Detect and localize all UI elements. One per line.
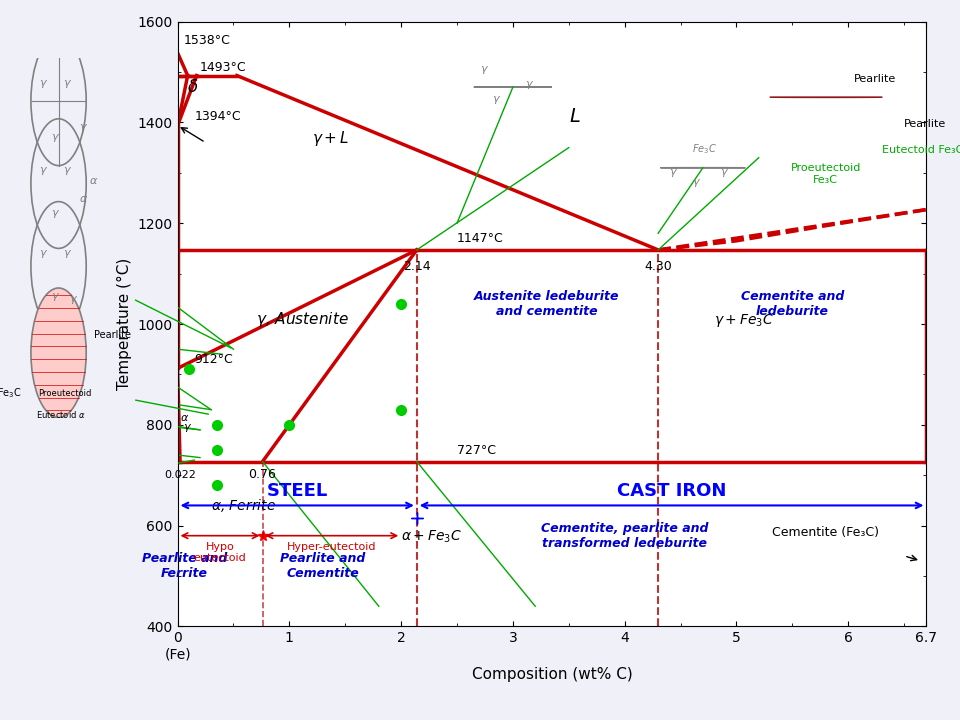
- Text: Hypo
eutectoid: Hypo eutectoid: [194, 541, 247, 563]
- Text: $\gamma$: $\gamma$: [38, 78, 48, 91]
- Text: 2.14: 2.14: [403, 260, 431, 273]
- Text: Cementite and
ledeburite: Cementite and ledeburite: [740, 290, 844, 318]
- Text: 1538°C: 1538°C: [183, 35, 230, 48]
- Text: $L$: $L$: [568, 107, 581, 127]
- Text: Cementite, pearlite and
transformed ledeburite: Cementite, pearlite and transformed lede…: [540, 522, 708, 549]
- Text: 1394°C: 1394°C: [194, 110, 241, 123]
- Text: 727°C: 727°C: [457, 444, 496, 457]
- Text: $\gamma + L$: $\gamma + L$: [312, 129, 349, 148]
- Text: $\gamma$: $\gamma$: [720, 167, 729, 179]
- Text: $\gamma$: $\gamma$: [38, 248, 48, 260]
- Text: $\gamma$: $\gamma$: [79, 122, 87, 134]
- Text: $\gamma$: $\gamma$: [38, 165, 48, 177]
- Text: 1147°C: 1147°C: [457, 233, 504, 246]
- Text: $\gamma$: $\gamma$: [69, 294, 79, 307]
- Y-axis label: Temperature (°C): Temperature (°C): [117, 258, 132, 390]
- Text: $Fe_3C$: $Fe_3C$: [692, 143, 717, 156]
- Text: CAST IRON: CAST IRON: [617, 482, 727, 500]
- Text: $\gamma$: $\gamma$: [492, 94, 501, 107]
- Text: Pearlite: Pearlite: [853, 74, 896, 84]
- Text: $\gamma + Fe_3C$: $\gamma + Fe_3C$: [714, 312, 774, 329]
- Text: $\gamma$: $\gamma$: [51, 291, 60, 303]
- Text: Pearlite: Pearlite: [94, 330, 131, 341]
- Text: Proeutectoid: Proeutectoid: [38, 389, 92, 398]
- Text: Fe$_3$C: Fe$_3$C: [0, 386, 22, 400]
- Text: Hyper-eutectoid: Hyper-eutectoid: [287, 541, 376, 552]
- Text: $\gamma$: $\gamma$: [63, 165, 72, 177]
- Text: $\alpha$: $\alpha$: [79, 194, 87, 204]
- Text: $\alpha$: $\alpha$: [180, 413, 189, 423]
- Text: Eutectoid Fe₃C: Eutectoid Fe₃C: [881, 145, 960, 155]
- Text: $\gamma$, Austenite: $\gamma$, Austenite: [255, 310, 348, 329]
- Text: 4.30: 4.30: [644, 260, 672, 273]
- Text: $\gamma$: $\gamma$: [51, 132, 60, 145]
- Text: Cementite (Fe₃C): Cementite (Fe₃C): [772, 526, 879, 539]
- Text: Pearlite and
Ferrite: Pearlite and Ferrite: [142, 552, 227, 580]
- Text: $\gamma$: $\gamma$: [63, 78, 72, 91]
- Text: Proeutectoid
Fe₃C: Proeutectoid Fe₃C: [791, 163, 861, 185]
- Text: 0.022: 0.022: [164, 469, 196, 480]
- Text: $\alpha + Fe_3C$: $\alpha + Fe_3C$: [401, 528, 462, 545]
- Text: 0.76: 0.76: [249, 468, 276, 481]
- Text: Pearlite and
Cementite: Pearlite and Cementite: [280, 552, 366, 580]
- Text: Pearlite: Pearlite: [904, 120, 947, 130]
- Text: $\gamma$: $\gamma$: [669, 167, 679, 179]
- Text: $\delta$: $\delta$: [186, 78, 198, 96]
- Text: $\alpha$: $\alpha$: [89, 176, 99, 186]
- X-axis label: Composition (wt% C): Composition (wt% C): [471, 667, 633, 682]
- Text: $\alpha$, Ferrite: $\alpha$, Ferrite: [211, 498, 276, 515]
- Text: $\gamma$: $\gamma$: [63, 248, 72, 260]
- Text: Austenite ledeburite
and cementite: Austenite ledeburite and cementite: [473, 290, 619, 318]
- Text: Eutectoid $\alpha$: Eutectoid $\alpha$: [36, 409, 85, 420]
- Text: $\gamma$: $\gamma$: [51, 208, 60, 220]
- Text: $\gamma$: $\gamma$: [480, 64, 490, 76]
- Text: $\gamma$: $\gamma$: [525, 79, 534, 91]
- Text: $\gamma$: $\gamma$: [183, 422, 192, 434]
- Circle shape: [31, 288, 86, 418]
- Text: $\gamma$: $\gamma$: [692, 177, 701, 189]
- Text: 1493°C: 1493°C: [200, 61, 247, 74]
- Text: 912°C: 912°C: [194, 354, 233, 366]
- Text: STEEL: STEEL: [267, 482, 327, 500]
